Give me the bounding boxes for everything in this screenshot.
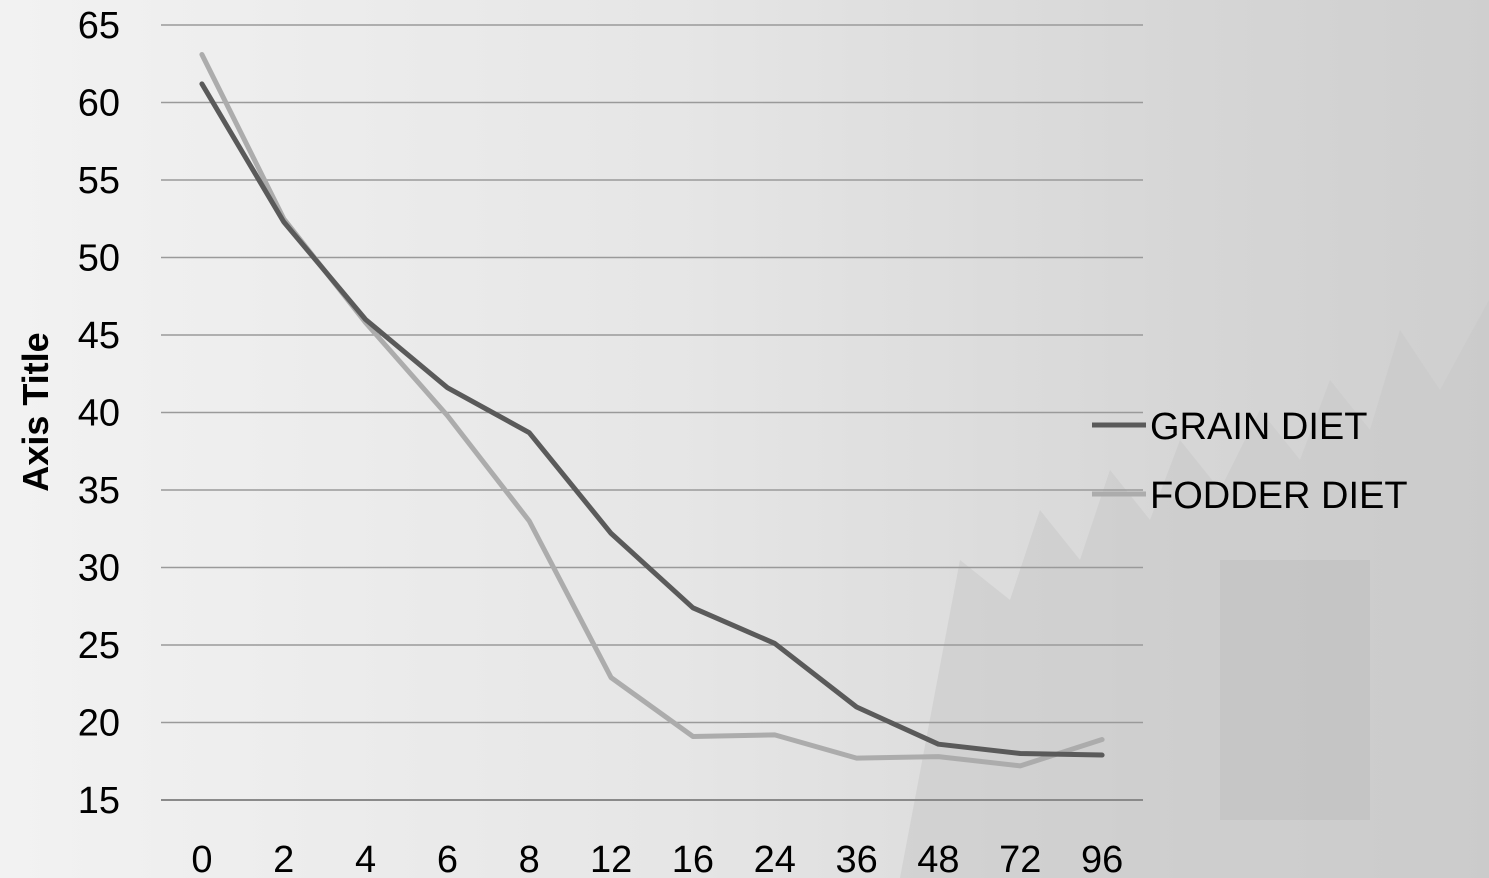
y-tick-label: 40 bbox=[78, 393, 120, 435]
y-tick-label: 30 bbox=[78, 548, 120, 590]
series-line-fodder-diet bbox=[199, 51, 1105, 769]
legend-label: GRAIN DIET bbox=[1150, 406, 1367, 448]
x-tick-label: 24 bbox=[754, 839, 796, 878]
x-tick-label: 16 bbox=[672, 839, 714, 878]
y-tick-label: 55 bbox=[78, 160, 120, 202]
x-axis-ticks: 0 2 4 6 8 12 16 24 36 48 72 96 bbox=[191, 839, 1123, 878]
y-tick-label: 65 bbox=[78, 5, 120, 47]
y-tick-label: 60 bbox=[78, 83, 120, 125]
y-tick-label: 15 bbox=[78, 780, 120, 822]
x-tick-label: 48 bbox=[917, 839, 959, 878]
x-tick-label: 6 bbox=[437, 839, 458, 878]
x-tick-label: 36 bbox=[835, 839, 877, 878]
y-axis-ticks: 15 20 25 30 35 40 45 50 55 60 65 bbox=[78, 5, 120, 822]
series-lines bbox=[199, 51, 1105, 769]
x-tick-label: 96 bbox=[1081, 839, 1123, 878]
y-tick-label: 50 bbox=[78, 238, 120, 280]
y-tick-label: 35 bbox=[78, 470, 120, 512]
x-tick-label: 4 bbox=[355, 839, 376, 878]
gridlines bbox=[161, 24, 1143, 801]
legend-label: FODDER DIET bbox=[1150, 475, 1408, 517]
legend: GRAIN DIET FODDER DIET bbox=[1092, 406, 1408, 517]
x-tick-label: 8 bbox=[519, 839, 540, 878]
series-line-grain-diet bbox=[199, 81, 1105, 758]
x-tick-label: 0 bbox=[191, 839, 212, 878]
x-tick-label: 2 bbox=[273, 839, 294, 878]
y-tick-label: 20 bbox=[78, 703, 120, 745]
x-tick-label: 72 bbox=[999, 839, 1041, 878]
y-axis-title: Axis Title bbox=[15, 332, 56, 491]
y-tick-label: 45 bbox=[78, 315, 120, 357]
x-tick-label: 12 bbox=[590, 839, 632, 878]
y-tick-label: 25 bbox=[78, 625, 120, 667]
